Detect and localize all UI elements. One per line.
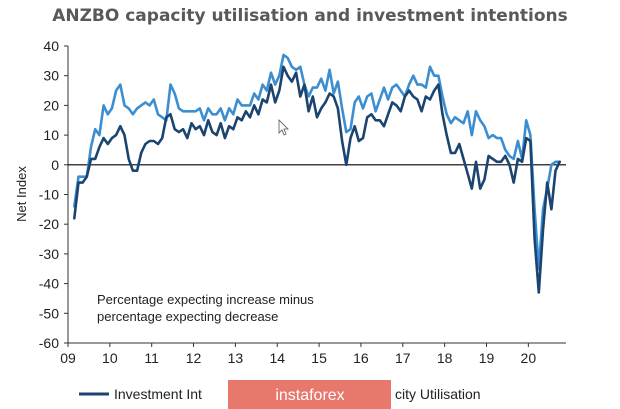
- y-tick-label: 0: [51, 157, 59, 173]
- y-tick-label: -50: [39, 305, 59, 321]
- x-tick-label: 15: [311, 350, 327, 366]
- watermark-text: instaforex: [275, 387, 344, 404]
- x-tick-label: 18: [437, 350, 453, 366]
- y-tick-label: 40: [43, 38, 59, 54]
- annotation-line-2: percentage expecting decrease: [97, 309, 278, 324]
- legend-label-investment: Investment Int: [114, 386, 202, 402]
- x-tick-label: 17: [395, 350, 411, 366]
- y-tick-label: -20: [39, 216, 59, 232]
- y-tick-label: 20: [43, 97, 59, 113]
- annotation-line-1: Percentage expecting increase minus: [97, 292, 314, 307]
- x-tick-label: 19: [479, 350, 495, 366]
- y-tick-label: -40: [39, 276, 59, 292]
- x-tick-label: 16: [353, 350, 369, 366]
- y-tick-label: 30: [43, 68, 59, 84]
- x-tick-label: 11: [144, 350, 159, 366]
- x-tick-label: 10: [102, 350, 118, 366]
- x-tick-label: 09: [60, 350, 76, 366]
- x-tick-label: 12: [186, 350, 202, 366]
- series-line-investment-intentions: [73, 65, 561, 294]
- y-axis-label: Net Index: [14, 166, 29, 222]
- chart-title: ANZBO capacity utilisation and investmen…: [52, 6, 568, 26]
- x-tick-label: 20: [521, 350, 537, 366]
- x-tick-label: 14: [269, 350, 285, 366]
- series-line-capacity-utilisation: [73, 53, 561, 271]
- y-tick-label: -30: [39, 246, 59, 262]
- mouse-cursor-icon: [278, 119, 289, 136]
- y-tick-label: -10: [39, 187, 59, 203]
- y-tick-label: 10: [43, 127, 59, 143]
- watermark-bar: [228, 380, 391, 409]
- x-tick-label: 13: [228, 350, 244, 366]
- y-tick-label: -60: [39, 335, 59, 351]
- legend-label-capacity: city Utilisation: [395, 386, 481, 402]
